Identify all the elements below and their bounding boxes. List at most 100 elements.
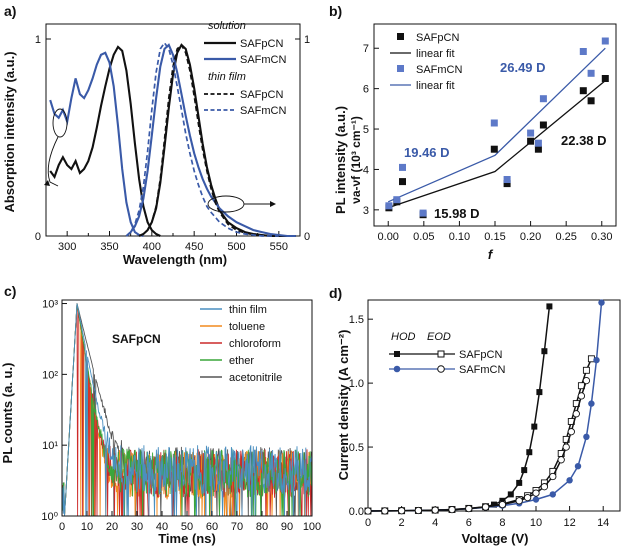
legend-marker-b-1 <box>397 33 404 40</box>
panel-c-xtick-label-0: 0 <box>59 521 65 533</box>
panel-a-series-4-emission-safpcn <box>138 43 279 237</box>
panel-b-point-safmcn-10 <box>587 69 595 77</box>
panel-c-xtick-label-7: 70 <box>231 521 243 533</box>
panel-b-xtick-label-1: 0.05 <box>413 231 434 243</box>
panel-a-xtick-label-2: 400 <box>143 241 161 253</box>
legend-marker-d-2 <box>437 350 445 358</box>
panel-a-xtick-label-3: 450 <box>185 241 203 253</box>
panel-d-xtick-label-6: 12 <box>563 517 575 529</box>
legend-label-b-3: SAFmCN <box>416 64 463 76</box>
panel-c-annotation: SAFpCN <box>112 332 161 346</box>
left-axis-arrow-icon <box>47 136 59 187</box>
panel-c-plot: 0 10 20 30 40 50 60 70 80 90 100 10⁰ 10¹ 10² 10³ <box>41 299 321 533</box>
panel-a: a) Absorption intensity (a.u.) Wavelengt… <box>2 3 310 267</box>
annotation-b-4: 15.98 D <box>434 206 480 221</box>
panel-c: c) PL counts (a. u.) Time (ns) 0 10 20 30 40… <box>0 283 321 546</box>
panel-d-point-eod-safmcn-19 <box>582 376 591 385</box>
legend-group-solution: solution <box>208 20 246 32</box>
panel-c-xtick-label-1: 10 <box>81 521 93 533</box>
panel-d-point-eod-safmcn-12 <box>540 483 549 491</box>
panel-b-xtick-label-3: 0.15 <box>484 231 505 243</box>
panel-b-ylabel-main: PL intensity (a.u.) <box>333 106 348 214</box>
panel-b-point-safpcn-5 <box>503 180 511 188</box>
panel-a-axis-arrows <box>44 108 276 213</box>
panel-d-point-eod-safmcn-4 <box>431 506 439 514</box>
panel-c-xtick-label-3: 30 <box>131 521 143 533</box>
legend-label-b-4: linear fit <box>416 80 455 92</box>
panel-c-ytick-label-1: 10¹ <box>42 440 58 452</box>
panel-d-point-eod-safmcn-9 <box>515 497 523 505</box>
panel-a-xlabel: Wavelength (nm) <box>123 252 227 267</box>
panel-a-ylabel: Absorption intensity (a.u.) <box>2 51 17 212</box>
panel-a-xtick-label-5: 550 <box>270 241 288 253</box>
panel-b-point-safmcn-9 <box>579 48 587 55</box>
panel-d-xtick-label-5: 10 <box>530 517 542 529</box>
panel-d-legend: HOD EOD SAFpCN SAFmCN <box>389 331 506 376</box>
legend-marker-d-1 <box>394 351 400 357</box>
panel-b-point-safpcn-10 <box>587 97 595 105</box>
legend-label-c-1: thin film <box>229 304 267 316</box>
panel-b-ylabel-sub: νa-νf (10³ cm⁻¹) <box>349 116 363 204</box>
panel-d-point-eod-safmcn-11 <box>532 489 540 497</box>
panel-d-frame <box>367 299 621 512</box>
panel-c-label: c) <box>4 283 16 299</box>
panel-a-plot: 300 350 400 450 500 550 0 0 1 1 <box>35 23 310 253</box>
legend-marker-d-4 <box>437 365 445 373</box>
panel-a-series-0-absorption-safpcn <box>49 45 161 237</box>
panel-b-point-safpcn-2 <box>399 178 406 186</box>
panel-d-point-hod-safpcn-16 <box>541 348 548 355</box>
panel-b-label: b) <box>329 3 342 19</box>
legend-marker-d-3 <box>393 365 401 373</box>
panel-d-point-eod-safmcn-1 <box>381 507 389 515</box>
panel-c-xtick-label-2: 20 <box>106 521 118 533</box>
panel-b-legend: SAFpCN linear fit SAFmCN linear fit <box>390 32 463 92</box>
panel-a-rtick-label-1: 1 <box>304 34 310 46</box>
panel-c-xtick-label-8: 80 <box>256 521 268 533</box>
panel-b-xlabel: f <box>488 247 494 262</box>
panel-d-point-hod-safmcn-16 <box>593 356 600 364</box>
panel-b-point-safpcn-11 <box>601 75 609 82</box>
legend-label-d-1: SAFpCN <box>459 349 502 361</box>
legend-group-thin-film: thin film <box>208 71 246 83</box>
annotation-b-2: 26.49 D <box>500 60 546 75</box>
panel-a-xtick-label-4: 500 <box>227 241 245 253</box>
panel-d-point-hod-safmcn-10 <box>532 496 540 503</box>
panel-b-plot: 0.00 0.05 0.10 0.15 0.20 0.25 0.30 3 4 5 6 7 <box>363 23 617 243</box>
panel-d-point-hod-safmcn-12 <box>566 477 573 484</box>
panel-a-xtick-label-0: 300 <box>58 241 76 253</box>
panel-b-fit-safpcn <box>387 80 606 209</box>
panel-d-point-hod-safpcn-17 <box>546 303 553 310</box>
legend-marker-b-3 <box>397 65 404 72</box>
panel-c-series-thin-film <box>61 303 313 517</box>
panel-b-point-safmcn-6 <box>527 129 535 137</box>
panel-b-point-safpcn-8 <box>539 121 547 129</box>
panel-d-point-eod-safmcn-0 <box>364 507 372 515</box>
panel-d-xtick-label-3: 6 <box>466 517 472 529</box>
panel-b-point-safmcn-4 <box>490 119 498 127</box>
annotation-b-3: 22.38 D <box>561 133 607 148</box>
panel-c-xtick-label-10: 100 <box>303 521 321 533</box>
panel-c-xtick-label-4: 40 <box>156 521 168 533</box>
panel-d-xtick-label-7: 14 <box>597 517 609 529</box>
left-arrowhead-icon <box>44 180 50 186</box>
panel-b-ytick-label-3: 6 <box>363 84 369 96</box>
panel-d-point-hod-safmcn-13 <box>574 463 582 470</box>
panel-d-ylabel: Current density (A cm⁻²) <box>336 330 351 481</box>
panel-d-xtick-label-2: 4 <box>432 517 438 529</box>
legend-label-c-2: toluene <box>229 321 265 333</box>
panel-c-xlabel: Time (ns) <box>158 531 216 546</box>
panel-d: d) Current density (A cm⁻²) Voltage (V) … <box>329 285 621 546</box>
panel-d-ytick-label-0: 0.0 <box>349 506 364 518</box>
panel-d-label: d) <box>329 285 342 301</box>
panel-d-point-eod-safmcn-7 <box>481 503 490 511</box>
panel-b-point-safmcn-3 <box>419 209 427 217</box>
panel-d-point-eod-safmcn-3 <box>414 506 423 515</box>
panel-d-xlabel: Voltage (V) <box>462 531 529 546</box>
panel-c-xtick-label-9: 90 <box>281 521 293 533</box>
left-axis-marker-ellipse <box>52 108 68 138</box>
legend-header-d-1: HOD <box>391 331 416 343</box>
panel-a-series-5-emission-safmcn <box>125 41 279 237</box>
panel-b-point-safmcn-2 <box>399 163 406 171</box>
panel-d-point-eod-safpcn-19 <box>582 366 590 374</box>
panel-b-annotations: 19.46 D 26.49 D 22.38 D 15.98 D <box>404 60 607 221</box>
